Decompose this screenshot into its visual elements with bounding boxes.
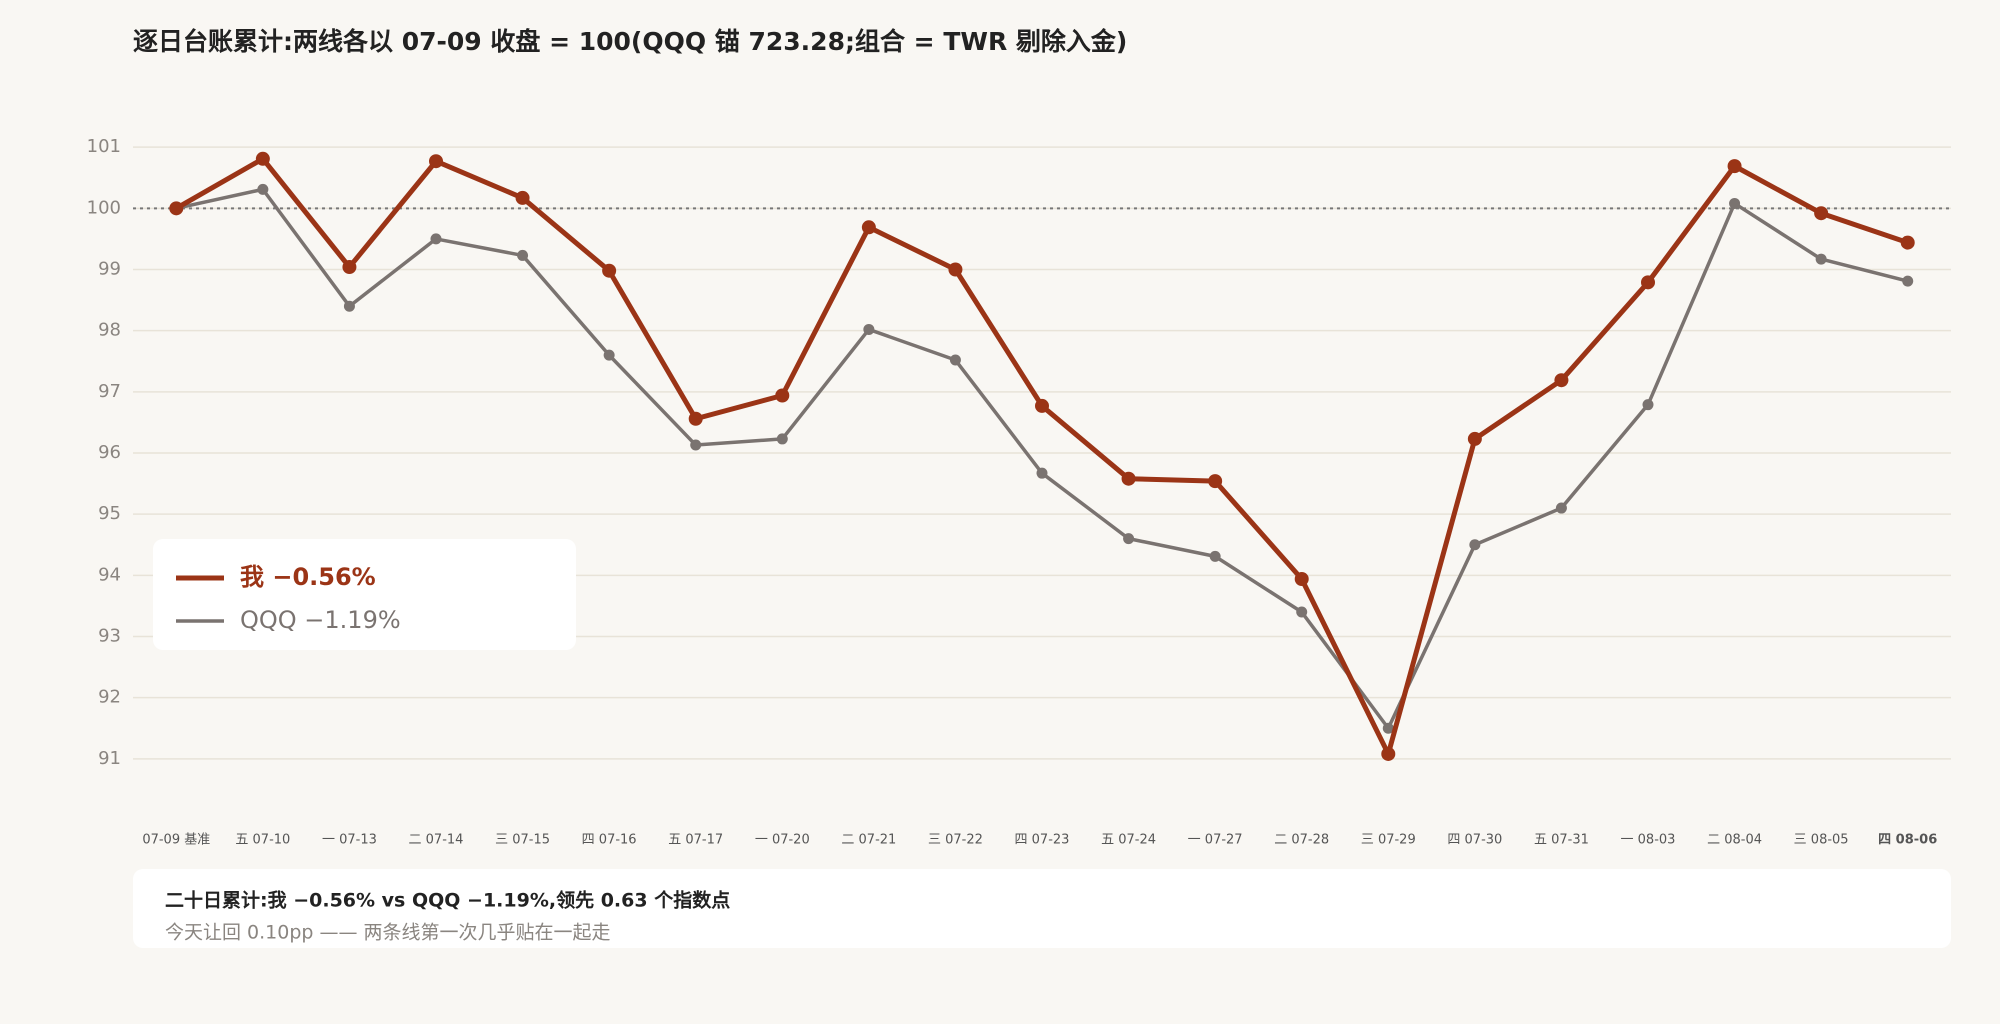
footer-box (133, 869, 1951, 948)
y-tick-label: 101 (87, 136, 121, 157)
point (1381, 746, 1396, 761)
point (602, 263, 617, 278)
y-tick-label: 99 (98, 259, 121, 280)
chart-title: 逐日台账累计:两线各以 07-09 收盘 = 100(QQQ 锚 723.28;… (133, 27, 1127, 56)
point (515, 190, 530, 205)
legend-label: 我 −0.56% (240, 563, 376, 591)
point (861, 220, 876, 235)
point (775, 388, 790, 403)
x-tick-label: 五 07-17 (668, 833, 723, 848)
x-tick-label: 四 08-06 (1878, 833, 1937, 848)
point (1294, 572, 1309, 587)
point (1814, 206, 1829, 221)
point (1902, 275, 1914, 287)
point (688, 411, 703, 426)
footer-note: 今天让回 0.10pp —— 两条线第一次几乎贴在一起走 (165, 922, 611, 944)
x-tick-label: 二 07-28 (1274, 833, 1329, 848)
x-tick-label: 二 07-21 (841, 833, 896, 848)
point (255, 151, 270, 166)
point (1815, 253, 1827, 265)
x-tick-label: 一 08-03 (1621, 833, 1676, 848)
x-tick-label: 一 07-27 (1188, 833, 1243, 848)
point (517, 249, 529, 261)
x-tick-label: 一 07-20 (755, 833, 810, 848)
x-tick-label: 07-09 基准 (142, 833, 210, 848)
point (1900, 235, 1915, 250)
point (603, 349, 615, 361)
point (1729, 197, 1741, 209)
point (1554, 373, 1569, 388)
point (949, 354, 961, 366)
y-tick-label: 100 (87, 197, 121, 218)
point (1555, 502, 1567, 514)
x-tick-label: 五 07-10 (235, 833, 290, 848)
point (169, 201, 184, 216)
point (776, 433, 788, 445)
x-tick-label: 二 08-04 (1707, 833, 1762, 848)
y-tick-label: 94 (98, 564, 121, 585)
y-tick-label: 91 (98, 748, 121, 769)
y-tick-label: 97 (98, 381, 121, 402)
footer-headline: 二十日累计:我 −0.56% vs QQQ −1.19%,领先 0.63 个指数… (165, 889, 730, 912)
point (1035, 398, 1049, 413)
y-tick-label: 93 (98, 626, 121, 647)
point (1382, 722, 1394, 734)
x-tick-label: 一 07-13 (322, 833, 377, 848)
x-tick-label: 四 07-30 (1447, 833, 1502, 848)
x-tick-label: 三 07-29 (1361, 833, 1416, 848)
point (1209, 550, 1221, 562)
point (690, 439, 702, 451)
point (257, 183, 269, 195)
point (948, 262, 963, 277)
point (1641, 275, 1655, 290)
x-tick-label: 五 07-31 (1534, 833, 1589, 848)
point (1296, 606, 1308, 618)
x-tick-label: 四 07-16 (582, 833, 637, 848)
x-tick-label: 二 07-14 (409, 833, 464, 848)
point (1469, 539, 1481, 551)
x-tick-label: 三 08-05 (1794, 833, 1849, 848)
point (1642, 399, 1654, 411)
legend-box (153, 539, 576, 650)
y-tick-label: 92 (98, 687, 121, 708)
x-tick-label: 三 07-22 (928, 833, 983, 848)
point (863, 323, 875, 335)
point (343, 300, 355, 312)
point (430, 233, 442, 245)
x-tick-label: 四 07-23 (1015, 833, 1070, 848)
point (1727, 159, 1742, 174)
legend-label: QQQ −1.19% (240, 606, 401, 634)
point (1467, 431, 1482, 446)
point (342, 260, 357, 275)
point (1036, 467, 1048, 479)
point (1123, 533, 1135, 545)
y-tick-label: 96 (98, 442, 121, 463)
x-tick-label: 五 07-24 (1101, 833, 1156, 848)
y-tick-label: 95 (98, 503, 121, 524)
y-tick-label: 98 (98, 320, 121, 341)
x-tick-label: 三 07-15 (495, 833, 550, 848)
point (1121, 471, 1136, 486)
point (429, 154, 443, 169)
point (1208, 474, 1223, 489)
